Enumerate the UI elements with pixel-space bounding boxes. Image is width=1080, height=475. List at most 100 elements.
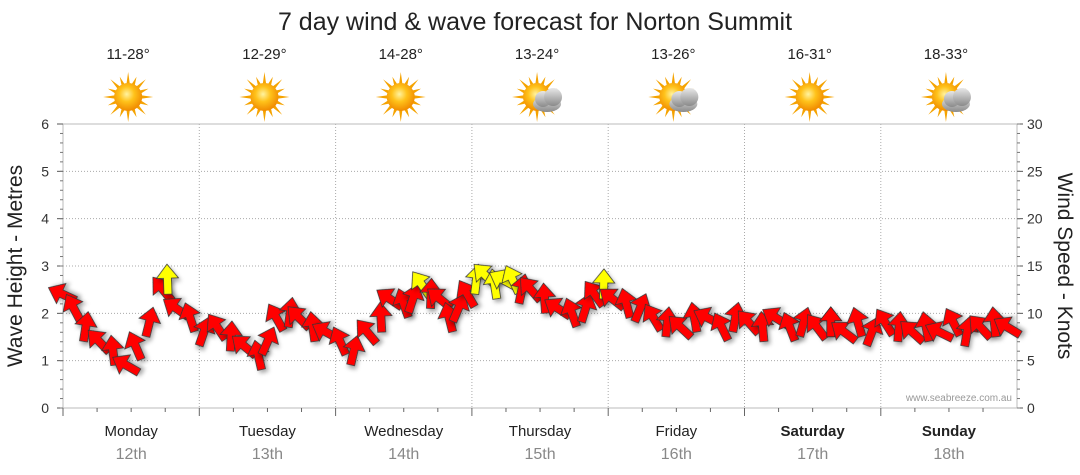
day-date-label: 12th: [116, 446, 147, 463]
wind-arrow-shape: [874, 308, 897, 338]
wind-arrow-shape: [846, 306, 870, 338]
sun-ray: [131, 108, 137, 118]
wind-arrow-shape: [560, 297, 583, 329]
sun-ray: [528, 108, 534, 118]
cloud-shape: [941, 88, 971, 112]
sun-ray: [110, 79, 121, 90]
y-right-tick-label: 30: [1027, 116, 1043, 132]
day-date-label: 13th: [252, 446, 283, 463]
sun-ray: [648, 95, 661, 99]
sun-ray: [801, 108, 807, 118]
wind-arrow-shape: [219, 320, 243, 352]
sun-ray: [789, 100, 799, 106]
y-right-tick-label: 15: [1027, 258, 1043, 274]
sun-ray: [375, 95, 388, 99]
sun-ray: [664, 108, 670, 118]
sun-ray: [119, 108, 125, 118]
sun-ray: [664, 76, 670, 86]
sun-ray: [655, 104, 666, 115]
sun-ray: [139, 100, 149, 106]
y-right-label: Wind Speed - Knots: [1053, 173, 1076, 360]
sun-ray: [408, 79, 419, 90]
partly-cloudy-icon: [648, 72, 699, 122]
sun-ray: [275, 88, 285, 94]
sun-ray: [110, 104, 121, 115]
sun-ray: [925, 88, 935, 94]
sun-ray: [119, 76, 125, 86]
wind-arrow-shape: [924, 320, 955, 343]
sun-disc: [250, 83, 279, 111]
sun-ray: [953, 79, 964, 90]
sun-ray: [272, 79, 283, 90]
sun-ray: [807, 109, 812, 122]
wind-arrow: [993, 316, 1023, 339]
sun-ray: [937, 76, 943, 86]
sun-ray: [404, 108, 410, 118]
wind-arrow: [924, 320, 955, 343]
wind-arrow-shape: [942, 307, 964, 338]
temp-range-label: 13-24°: [515, 46, 559, 63]
wind-arrow-shape: [328, 326, 351, 357]
sun-ray: [516, 100, 526, 106]
sun-ray: [139, 88, 149, 94]
cloud-shape: [533, 88, 563, 112]
wind-arrow-shape: [112, 354, 142, 377]
sun-ray: [535, 72, 539, 85]
sun-ray: [392, 76, 398, 86]
y-left-label: Wave Height - Metres: [4, 165, 27, 367]
sun-ray: [267, 76, 273, 86]
y-left-tick-label: 6: [41, 116, 49, 132]
cloud-puff: [952, 88, 971, 106]
sun-ray: [949, 76, 955, 86]
sun-ray: [256, 108, 262, 118]
sun-ray: [383, 79, 393, 90]
wind-arrow: [101, 334, 125, 367]
sun-ray: [944, 72, 948, 85]
partly-cloudy-icon: [512, 72, 563, 122]
wind-arrow: [402, 283, 425, 315]
wind-arrow: [642, 303, 665, 333]
sun-ray: [399, 72, 403, 85]
sun-ray: [404, 76, 410, 86]
wind-arrow: [737, 310, 762, 337]
day-name-label: Friday: [656, 423, 698, 440]
sun-ray: [239, 95, 252, 99]
wind-arrow-shape: [574, 292, 598, 324]
sun-icon: [784, 72, 835, 122]
sun-ray: [126, 72, 130, 85]
sun-ray: [383, 104, 393, 115]
sun-ray: [671, 109, 676, 122]
wind-arrow-shape: [265, 303, 288, 333]
y-right-tick-label: 25: [1027, 163, 1043, 179]
wind-arrow-shape: [710, 312, 733, 343]
temp-range-label: 13-26°: [651, 46, 695, 63]
sun-ray: [535, 109, 539, 122]
wind-arrow-shape: [642, 303, 665, 333]
day-date-label: 17th: [797, 446, 828, 463]
sun-ray: [392, 108, 398, 118]
sun-ray: [412, 88, 422, 94]
day-name-label: Monday: [104, 423, 158, 440]
wind-arrow: [257, 326, 279, 357]
wind-arrow: [265, 303, 288, 333]
sun-ray: [262, 109, 267, 122]
sun-ray: [807, 72, 812, 85]
sun-disc: [795, 83, 824, 111]
y-left-tick-label: 0: [41, 400, 49, 416]
wind-arrow-shape: [993, 316, 1023, 339]
y-right-tick-label: 5: [1027, 353, 1035, 369]
wind-arrow: [138, 306, 162, 338]
cloud-puff: [544, 88, 563, 106]
sun-ray: [267, 108, 273, 118]
day-name-label: Tuesday: [239, 423, 296, 440]
partly-cloudy-icon: [920, 72, 971, 122]
wind-arrow-shape: [448, 293, 470, 324]
sun-ray: [801, 76, 807, 86]
sun-ray: [399, 109, 403, 122]
wind-arrow: [874, 308, 897, 338]
sun-ray: [784, 95, 797, 99]
wind-arrow: [710, 312, 733, 343]
sun-ray: [412, 100, 422, 106]
wind-arrow-shape: [356, 319, 381, 347]
